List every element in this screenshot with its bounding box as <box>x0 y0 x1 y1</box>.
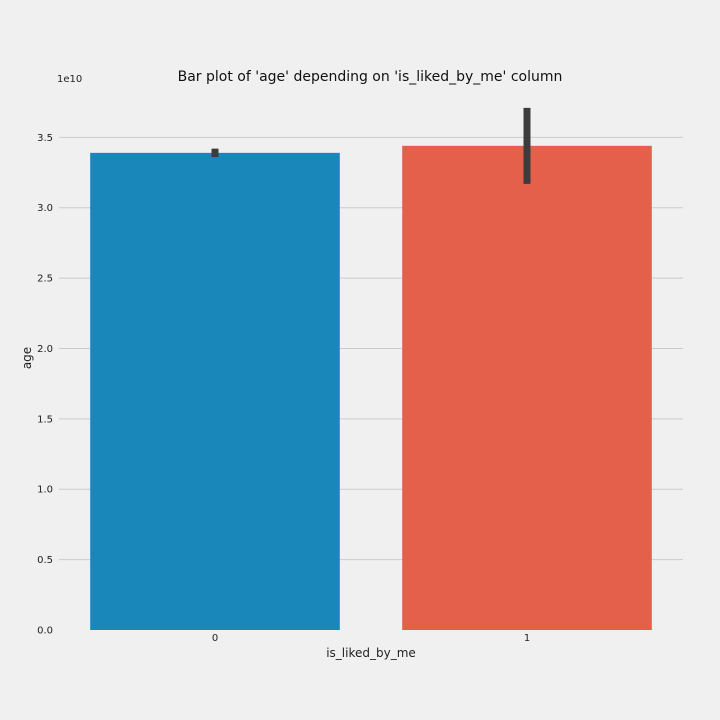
y-tick-labels: 0.0 0.5 1.0 1.5 2.0 2.5 3.0 3.5 <box>37 133 53 637</box>
y-tick-label: 3.0 <box>37 203 53 214</box>
y-axis-label: age <box>20 347 34 369</box>
y-tick-label: 3.5 <box>37 133 53 144</box>
error-bars-layer <box>211 107 531 184</box>
y-tick-label: 2.0 <box>37 344 53 355</box>
bars-layer <box>90 145 652 630</box>
bar-1 <box>402 145 652 630</box>
x-axis-label: is_liked_by_me <box>326 646 416 660</box>
chart-title: Bar plot of 'age' depending on 'is_liked… <box>178 69 563 85</box>
x-tick-label: 0 <box>212 633 218 644</box>
y-tick-label: 1.0 <box>37 485 53 496</box>
bar-0 <box>90 152 340 630</box>
y-axis-offset-label: 1e10 <box>57 74 82 85</box>
y-tick-label: 0.0 <box>37 626 53 637</box>
y-tick-label: 1.5 <box>37 414 53 425</box>
y-tick-label: 2.5 <box>37 274 53 285</box>
y-tick-label: 0.5 <box>37 555 53 566</box>
x-tick-label: 1 <box>524 633 530 644</box>
